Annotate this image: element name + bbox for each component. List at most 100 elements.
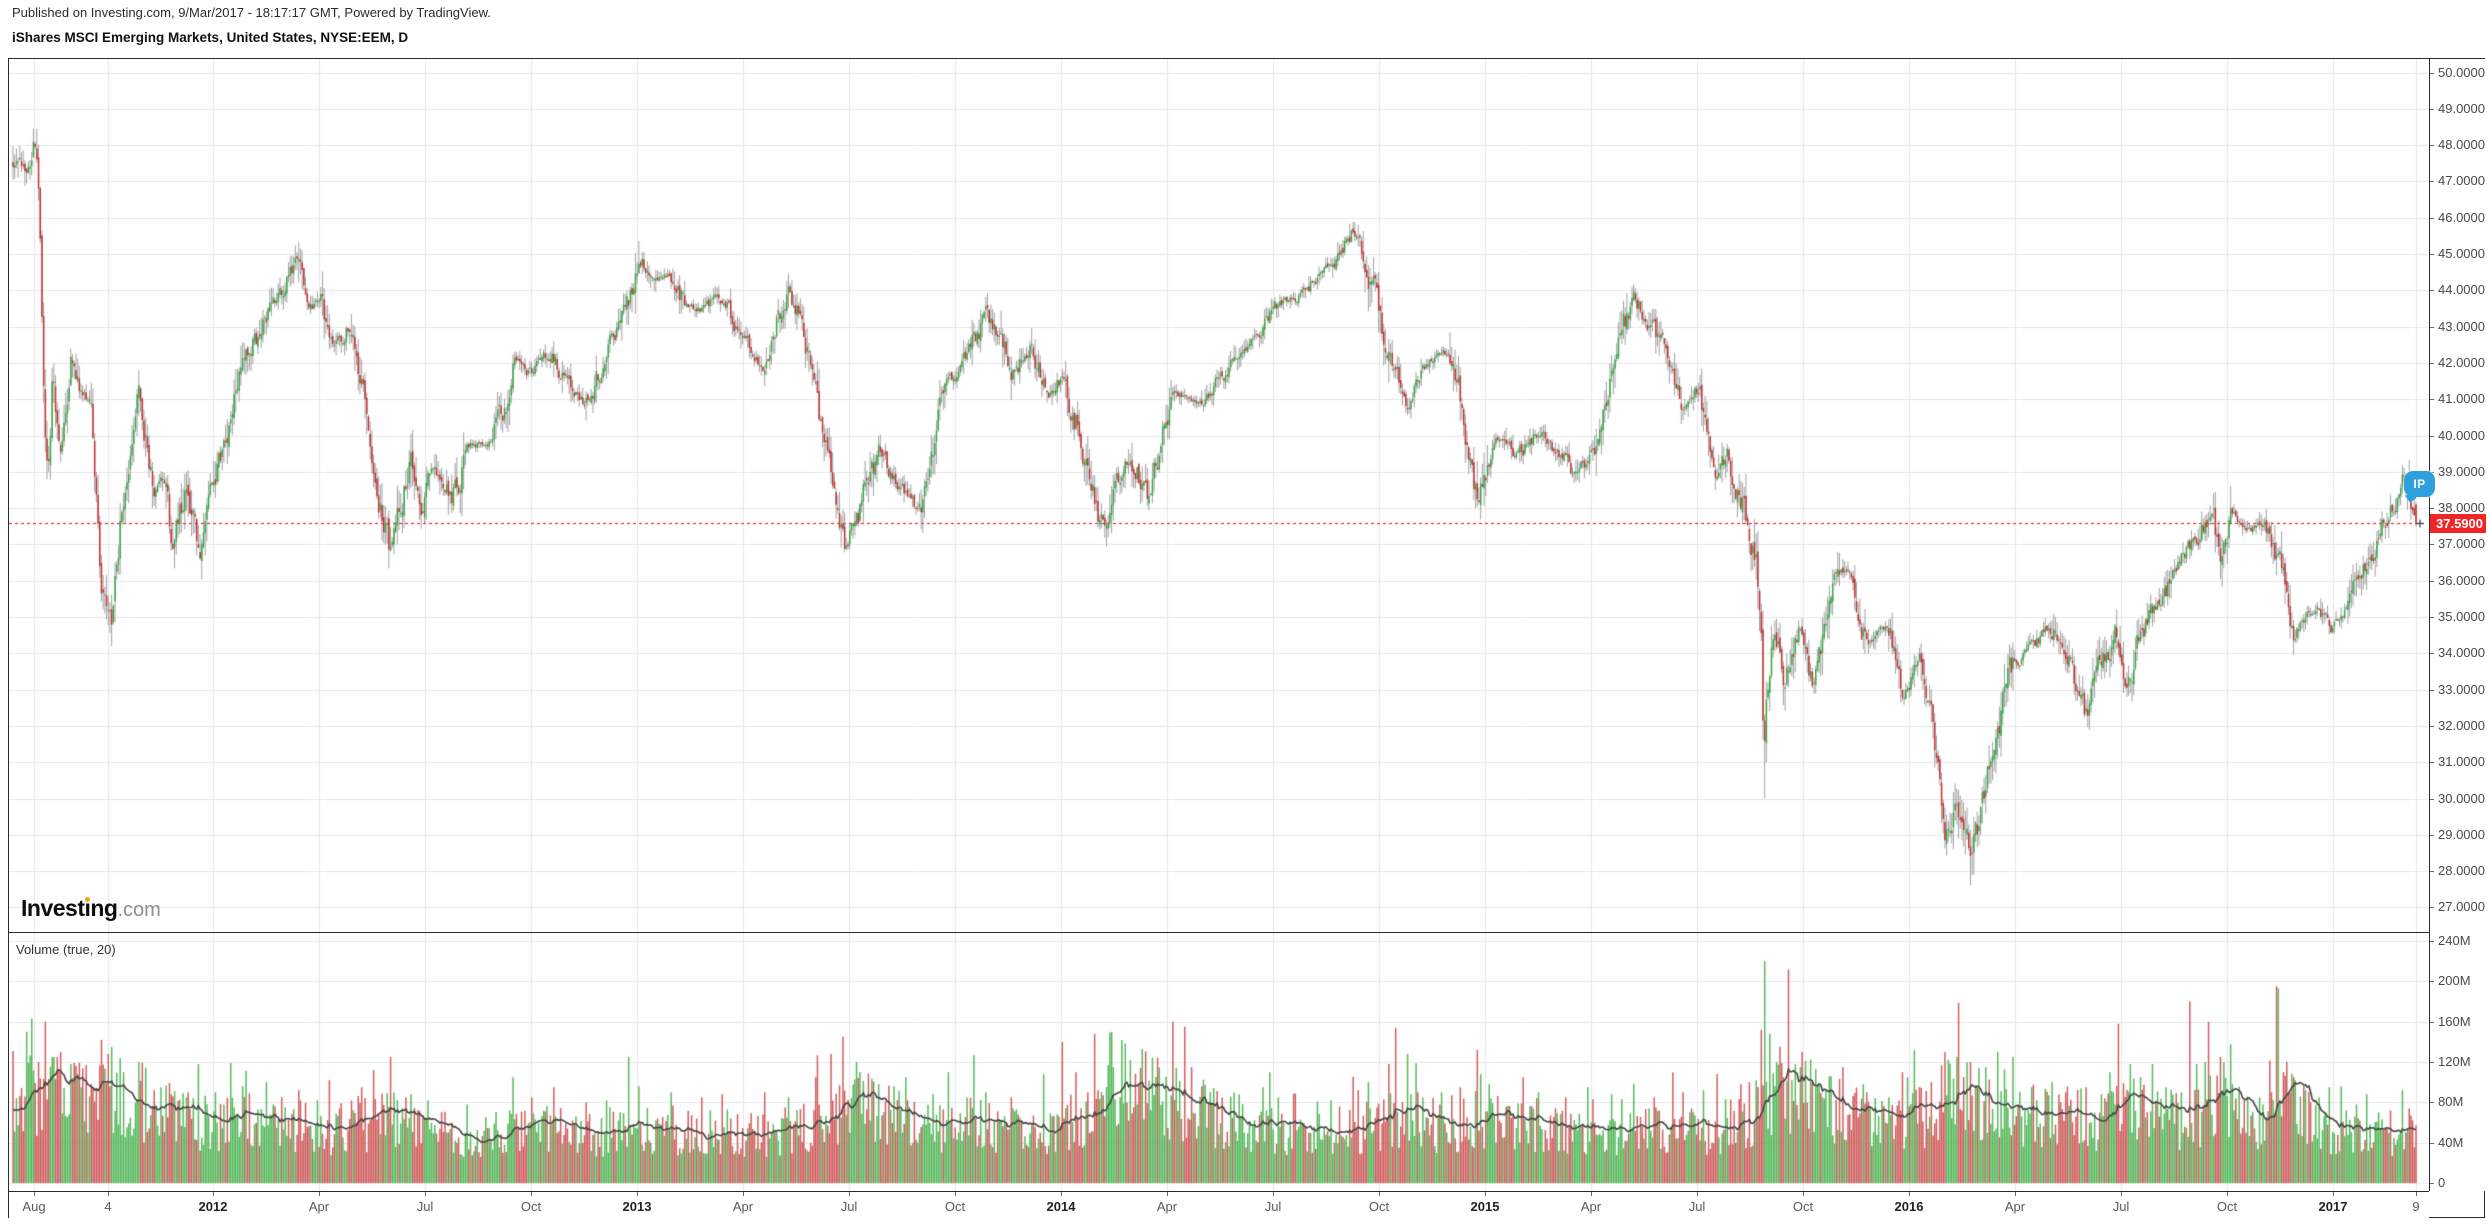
price-tick-mark bbox=[2430, 907, 2434, 908]
volume-tick-label: 160M bbox=[2438, 1013, 2471, 1029]
price-tick-label: 28.0000 bbox=[2438, 863, 2485, 879]
volume-tick-mark bbox=[2430, 1102, 2434, 1103]
published-line: Published on Investing.com, 9/Mar/2017 -… bbox=[12, 5, 491, 20]
price-tick-label: 32.0000 bbox=[2438, 717, 2485, 733]
price-tick-mark bbox=[2430, 254, 2434, 255]
logo-orange-dot-icon: i bbox=[84, 895, 91, 921]
time-tick-mark bbox=[108, 1192, 109, 1196]
volume-tick-label: 0 bbox=[2438, 1175, 2446, 1190]
price-tick-label: 33.0000 bbox=[2438, 681, 2485, 697]
time-month-label: 4 bbox=[104, 1199, 112, 1214]
volume-tick-label: 120M bbox=[2438, 1054, 2471, 1069]
price-tick-label: 47.0000 bbox=[2438, 173, 2485, 189]
price-tick-mark bbox=[2430, 653, 2434, 654]
price-tick-label: 46.0000 bbox=[2438, 209, 2485, 225]
time-tick-mark bbox=[1167, 1192, 1168, 1196]
price-pane[interactable] bbox=[9, 59, 2429, 932]
price-tick-mark bbox=[2430, 762, 2434, 763]
price-tick-mark bbox=[2430, 617, 2434, 618]
time-tick-mark bbox=[1061, 1192, 1062, 1196]
time-tick-mark bbox=[2416, 1192, 2417, 1196]
volume-indicator-label: Volume (true, 20) bbox=[16, 942, 116, 957]
time-month-label: Aug bbox=[22, 1199, 46, 1214]
price-tick-mark bbox=[2430, 436, 2434, 437]
last-price-tag: 37.5900 bbox=[2430, 514, 2486, 533]
price-tick-mark bbox=[2430, 73, 2434, 74]
price-tick-label: 30.0000 bbox=[2438, 790, 2485, 806]
pane-divider[interactable] bbox=[9, 932, 2429, 933]
time-month-label: Apr bbox=[2004, 1199, 2026, 1214]
price-tick-mark bbox=[2430, 508, 2434, 509]
volume-chart-canvas[interactable] bbox=[9, 933, 2429, 1191]
time-month-label: Jul bbox=[416, 1199, 434, 1214]
volume-tick-label: 40M bbox=[2438, 1134, 2464, 1150]
time-tick-mark bbox=[531, 1192, 532, 1196]
price-tick-label: 45.0000 bbox=[2438, 246, 2485, 262]
price-tick-label: 34.0000 bbox=[2438, 645, 2485, 661]
time-year-label: 2015 bbox=[1470, 1199, 1500, 1214]
time-tick-mark bbox=[1485, 1192, 1486, 1196]
time-tick-mark bbox=[2015, 1192, 2016, 1196]
price-tick-mark bbox=[2430, 109, 2434, 110]
price-scale[interactable]: 50.0000 49.0000 48.0000 47.0000 46.0000 45.00… bbox=[2429, 59, 2486, 1191]
price-tick-mark bbox=[2430, 799, 2434, 800]
time-tick-mark bbox=[1697, 1192, 1698, 1196]
price-chart-canvas[interactable] bbox=[9, 59, 2429, 932]
time-month-label: Jul bbox=[840, 1199, 858, 1214]
time-year-label: 2014 bbox=[1046, 1199, 1076, 1214]
time-tick-mark bbox=[1909, 1192, 1910, 1196]
price-tick-label: 41.0000 bbox=[2438, 391, 2485, 407]
price-tick-mark bbox=[2430, 327, 2434, 328]
time-month-label: Apr bbox=[1580, 1199, 1602, 1214]
price-tick-label: 27.0000 bbox=[2438, 899, 2485, 915]
volume-tick-label: 200M bbox=[2438, 973, 2471, 989]
time-tick-mark bbox=[1379, 1192, 1380, 1196]
time-tick-mark bbox=[1273, 1192, 1274, 1196]
price-tick-mark bbox=[2430, 690, 2434, 691]
price-tick-mark bbox=[2430, 399, 2434, 400]
price-tick-label: 48.0000 bbox=[2438, 137, 2485, 153]
price-tick-label: 31.0000 bbox=[2438, 754, 2485, 770]
price-tick-label: 44.0000 bbox=[2438, 282, 2485, 298]
time-year-label: 2013 bbox=[622, 1199, 652, 1214]
time-month-label: Oct bbox=[520, 1199, 542, 1214]
price-tick-mark bbox=[2430, 363, 2434, 364]
price-tick-mark bbox=[2430, 145, 2434, 146]
chart-container: Investing.com IP Volume (true, 20) 50.00… bbox=[8, 58, 2486, 1219]
time-month-label: Oct bbox=[1368, 1199, 1390, 1214]
volume-tick-mark bbox=[2430, 1022, 2434, 1023]
time-tick-mark bbox=[1591, 1192, 1592, 1196]
volume-tick-label: 80M bbox=[2438, 1094, 2464, 1110]
time-tick-mark bbox=[637, 1192, 638, 1196]
time-tick-mark bbox=[955, 1192, 956, 1196]
price-tick-mark bbox=[2430, 290, 2434, 291]
price-tick-mark bbox=[2430, 218, 2434, 219]
time-year-label: 2017 bbox=[2318, 1199, 2348, 1214]
time-month-label: Jul bbox=[1264, 1199, 1282, 1214]
time-tick-mark bbox=[425, 1192, 426, 1196]
time-month-label: 9 bbox=[2412, 1199, 2420, 1214]
time-tick-mark bbox=[849, 1192, 850, 1196]
price-tick-mark bbox=[2430, 581, 2434, 582]
price-tick-label: 49.0000 bbox=[2438, 100, 2485, 116]
time-tick-mark bbox=[2333, 1192, 2334, 1196]
publisher-marker-bubble-icon[interactable]: IP bbox=[2404, 471, 2435, 497]
time-tick-mark bbox=[213, 1192, 214, 1196]
volume-tick-mark bbox=[2430, 1062, 2434, 1063]
symbol-title: iShares MSCI Emerging Markets, United St… bbox=[12, 30, 409, 45]
volume-tick-mark bbox=[2430, 981, 2434, 982]
time-month-label: Oct bbox=[2216, 1199, 2238, 1214]
time-scale[interactable]: Aug 4 2012 Apr Jul Oct 2013 Apr Jul Oct 2014 Apr Jul… bbox=[9, 1191, 2429, 1219]
volume-pane[interactable] bbox=[9, 933, 2429, 1191]
price-tick-label: 29.0000 bbox=[2438, 826, 2485, 842]
volume-tick-mark bbox=[2430, 1143, 2434, 1144]
time-tick-mark bbox=[2227, 1192, 2228, 1196]
time-tick-mark bbox=[743, 1192, 744, 1196]
time-month-label: Jul bbox=[1688, 1199, 1706, 1214]
time-tick-mark bbox=[1803, 1192, 1804, 1196]
price-tick-mark bbox=[2430, 835, 2434, 836]
time-year-label: 2012 bbox=[198, 1199, 228, 1214]
time-month-label: Oct bbox=[944, 1199, 966, 1214]
price-tick-label: 39.0000 bbox=[2438, 463, 2485, 479]
